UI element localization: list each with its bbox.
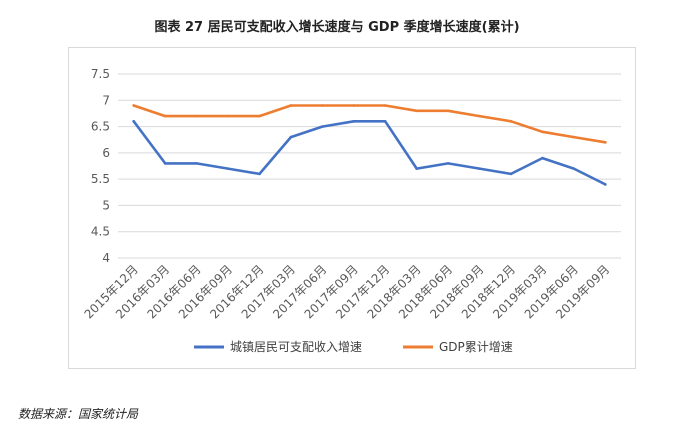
data-point [163, 114, 167, 118]
data-point [289, 104, 293, 107]
data-point [163, 162, 167, 165]
data-point [226, 114, 230, 118]
data-point [509, 120, 513, 123]
data-point [572, 135, 576, 139]
y-tick-label: 4.5 [91, 225, 110, 239]
data-point [132, 104, 136, 107]
data-point [289, 135, 293, 139]
series-line-2 [132, 104, 607, 144]
data-point [541, 156, 544, 160]
data-point [478, 167, 481, 170]
data-point [258, 114, 261, 118]
y-tick-label: 5 [102, 198, 110, 212]
data-point [541, 130, 544, 134]
data-point [603, 141, 607, 144]
data-point [446, 162, 450, 165]
data-point [195, 114, 198, 118]
data-point [383, 104, 387, 107]
y-tick-label: 6 [102, 146, 110, 160]
y-tick-label: 7.5 [91, 67, 110, 81]
data-point [603, 183, 607, 186]
legend-label-1: 城镇居民可支配收入增速 [230, 340, 362, 354]
data-point [415, 109, 418, 113]
data-point [226, 167, 230, 170]
data-point [321, 104, 324, 107]
y-tick-label: 6.5 [91, 120, 110, 134]
data-point [195, 162, 198, 165]
series-line-1 [132, 120, 607, 186]
y-tick-label: 4 [102, 251, 110, 265]
data-point [352, 104, 356, 107]
data-source-note: 数据来源：国家统计局 [18, 407, 139, 421]
data-point [321, 125, 324, 128]
chart-title: 图表 27 居民可支配收入增长速度与 GDP 季度增长速度(累计) [154, 20, 520, 35]
data-point [352, 120, 356, 123]
data-point [258, 172, 261, 176]
y-tick-label: 7 [102, 93, 110, 107]
data-point [415, 167, 418, 170]
chart-frame [68, 47, 636, 369]
data-point [446, 109, 450, 113]
y-tick-label: 5.5 [91, 172, 110, 186]
data-point [383, 120, 387, 123]
data-point [572, 167, 576, 170]
legend-label-2: GDP累计增速 [439, 340, 513, 354]
data-point [132, 120, 136, 123]
data-point [478, 114, 481, 118]
data-point [509, 172, 513, 176]
